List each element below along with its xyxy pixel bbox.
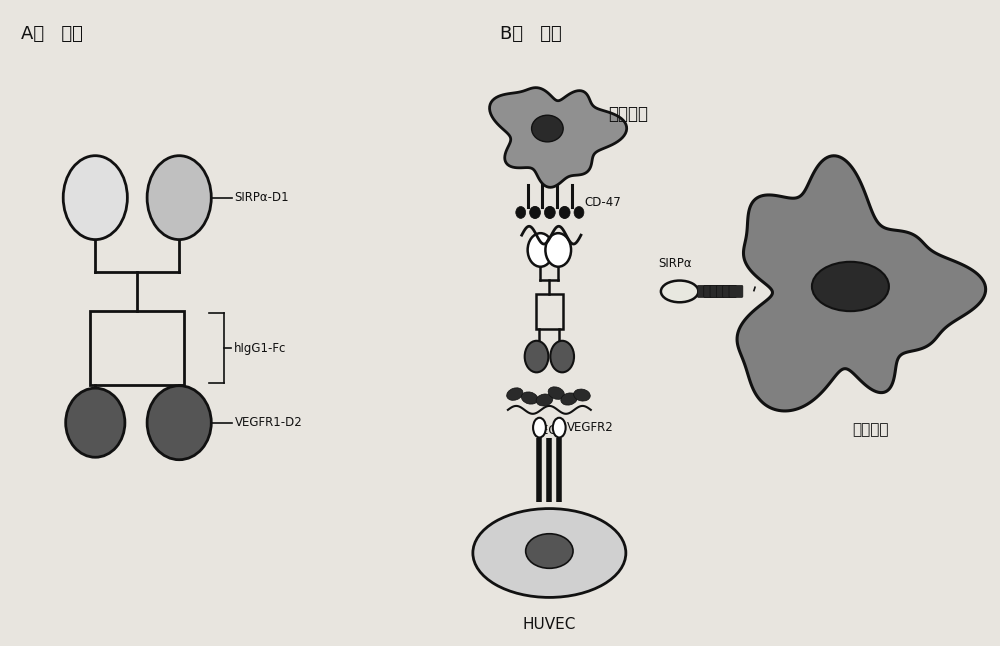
- FancyBboxPatch shape: [710, 286, 724, 297]
- Text: CD-47: CD-47: [584, 196, 621, 209]
- Ellipse shape: [507, 388, 523, 401]
- Ellipse shape: [661, 280, 698, 302]
- Ellipse shape: [66, 388, 125, 457]
- Ellipse shape: [532, 115, 563, 142]
- FancyBboxPatch shape: [716, 286, 730, 297]
- Ellipse shape: [536, 394, 553, 406]
- Ellipse shape: [548, 387, 564, 399]
- Ellipse shape: [516, 207, 526, 218]
- Text: HUVEC: HUVEC: [523, 616, 576, 632]
- FancyBboxPatch shape: [723, 286, 737, 297]
- Text: B、   机制: B、 机制: [500, 25, 562, 43]
- Ellipse shape: [553, 418, 566, 437]
- Ellipse shape: [531, 207, 540, 218]
- Ellipse shape: [574, 389, 590, 401]
- Text: SIRPα-D1: SIRPα-D1: [234, 191, 289, 204]
- Ellipse shape: [812, 262, 889, 311]
- Text: 肿瘤细胞: 肿瘤细胞: [609, 105, 649, 123]
- Text: 巨噬细胞: 巨噬细胞: [852, 422, 888, 437]
- Ellipse shape: [147, 386, 211, 460]
- Ellipse shape: [545, 233, 571, 267]
- FancyBboxPatch shape: [704, 286, 718, 297]
- Ellipse shape: [559, 207, 569, 218]
- Ellipse shape: [530, 207, 539, 218]
- Polygon shape: [737, 156, 986, 411]
- Ellipse shape: [550, 341, 574, 372]
- Text: VEGFR2: VEGFR2: [567, 421, 614, 434]
- Ellipse shape: [528, 233, 553, 267]
- Ellipse shape: [525, 341, 548, 372]
- Ellipse shape: [560, 207, 570, 218]
- Text: VEGFR1-D2: VEGFR1-D2: [234, 416, 302, 429]
- Ellipse shape: [521, 392, 538, 404]
- Ellipse shape: [63, 156, 127, 240]
- Ellipse shape: [533, 418, 546, 437]
- Polygon shape: [490, 88, 627, 187]
- Text: hIgG1-Fc: hIgG1-Fc: [233, 342, 286, 355]
- FancyBboxPatch shape: [729, 286, 743, 297]
- Ellipse shape: [545, 207, 555, 218]
- FancyBboxPatch shape: [697, 286, 711, 297]
- Ellipse shape: [147, 156, 211, 240]
- Text: VEGF: VEGF: [534, 424, 565, 437]
- Ellipse shape: [526, 534, 573, 568]
- Ellipse shape: [544, 207, 554, 218]
- Ellipse shape: [561, 393, 577, 405]
- Ellipse shape: [473, 508, 626, 598]
- Text: A、   结构: A、 结构: [21, 25, 83, 43]
- Ellipse shape: [574, 207, 584, 218]
- Text: SIRPα: SIRPα: [658, 256, 692, 269]
